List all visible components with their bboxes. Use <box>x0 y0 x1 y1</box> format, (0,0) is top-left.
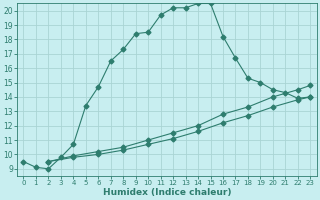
X-axis label: Humidex (Indice chaleur): Humidex (Indice chaleur) <box>103 188 231 197</box>
